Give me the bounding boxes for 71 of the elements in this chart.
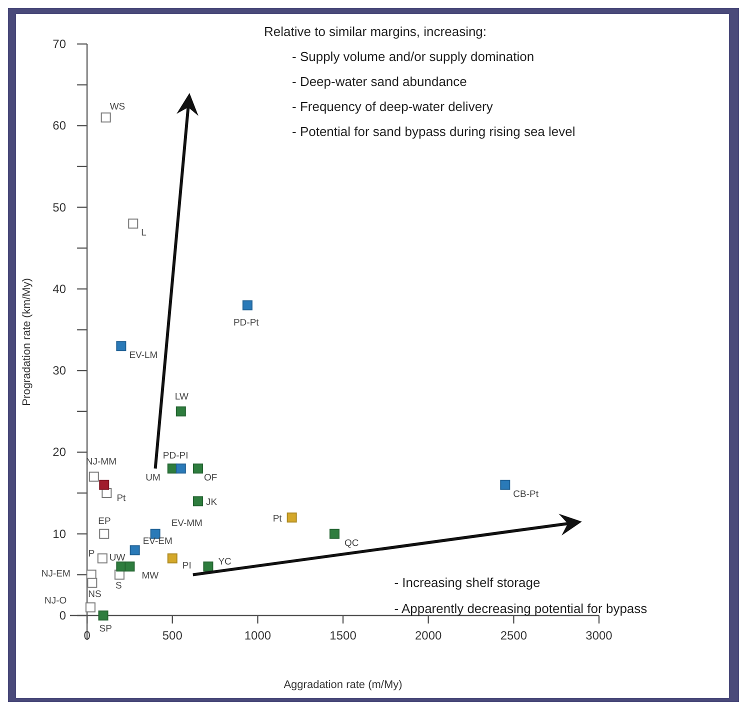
annotation: JK: [206, 497, 218, 508]
point: [124, 562, 135, 572]
annotation: OF: [204, 472, 218, 484]
x-axis-title: Aggradation rate (m/My): [284, 679, 402, 691]
annotation: - Apparently decreasing potential for bypass: [394, 600, 648, 616]
annotation: PD-Pt: [233, 317, 260, 328]
point: [500, 480, 510, 490]
annotation: LW: [174, 391, 188, 402]
point: [99, 480, 110, 490]
point: [87, 578, 98, 588]
point: [128, 218, 138, 229]
annotation: - Deep-water sand abundance: [292, 74, 467, 89]
x-tick-label: 2500: [500, 628, 528, 643]
y-tick-label: 50: [52, 200, 66, 214]
point: [99, 528, 110, 539]
point: [176, 464, 186, 474]
annotation: P: [88, 548, 95, 560]
y-tick-label: 60: [52, 118, 66, 133]
x-tick-label: 1500: [330, 628, 357, 643]
point: [85, 602, 96, 612]
annotation: Pt: [116, 493, 126, 504]
annotation: SP: [99, 624, 112, 635]
x-tick-label: 1000: [244, 628, 272, 643]
annotation: S: [115, 580, 122, 592]
annotation: Pt: [272, 514, 282, 525]
annotation: PI: [182, 560, 192, 572]
point: [100, 112, 111, 122]
annotation: YC: [218, 556, 232, 568]
y-tick-label: 30: [52, 364, 66, 378]
annotation: NJ-O: [44, 595, 67, 606]
x-tick-label: 3000: [586, 628, 613, 643]
point: [242, 300, 252, 310]
annotation: EP: [98, 516, 111, 527]
point: [130, 545, 140, 556]
y-tick-label: 20: [52, 445, 66, 460]
annotation: EV-EM: [142, 536, 172, 548]
annotation: - Frequency of deep-water delivery: [292, 99, 494, 114]
annotation: MW: [142, 570, 159, 582]
annotation: NS: [88, 588, 102, 600]
point: [116, 341, 126, 352]
y-tick-label: 40: [52, 282, 66, 296]
y-tick-label: 70: [52, 37, 66, 51]
annotation: UM: [146, 472, 160, 484]
point: [330, 528, 340, 539]
point: [203, 562, 214, 572]
point: [176, 406, 186, 416]
point: [192, 496, 203, 506]
annotation: EV-MM: [171, 518, 203, 529]
annotation: - Supply volume and/or supply domination: [292, 49, 534, 64]
point: [167, 553, 178, 564]
point: [88, 472, 99, 482]
annotation: L: [141, 228, 146, 239]
point: [98, 610, 108, 621]
x-tick-label: 2000: [415, 628, 442, 643]
point: [97, 553, 108, 564]
x-tick-label: 500: [162, 628, 183, 643]
annotation: UW: [109, 552, 126, 564]
point: [192, 464, 203, 474]
annotation: - Increasing shelf storage: [394, 574, 540, 590]
text: Relative to similar margins, increasing:: [264, 24, 487, 39]
annotation: PD-PI: [162, 450, 188, 462]
annotation: WS: [110, 101, 126, 112]
y-tick-label: 10: [52, 526, 66, 541]
annotation: NJ-EM: [41, 568, 70, 580]
annotation: - Potential for sand bypass during rising sea level: [292, 124, 576, 139]
annotation: QC: [344, 538, 359, 549]
annotation: EV-LM: [129, 350, 158, 362]
annotation: CB-Pt: [513, 488, 539, 500]
point: [286, 512, 297, 523]
y-tick-label: 0: [59, 608, 66, 623]
y-axis-title: Progradation rate (km/My): [21, 278, 33, 406]
